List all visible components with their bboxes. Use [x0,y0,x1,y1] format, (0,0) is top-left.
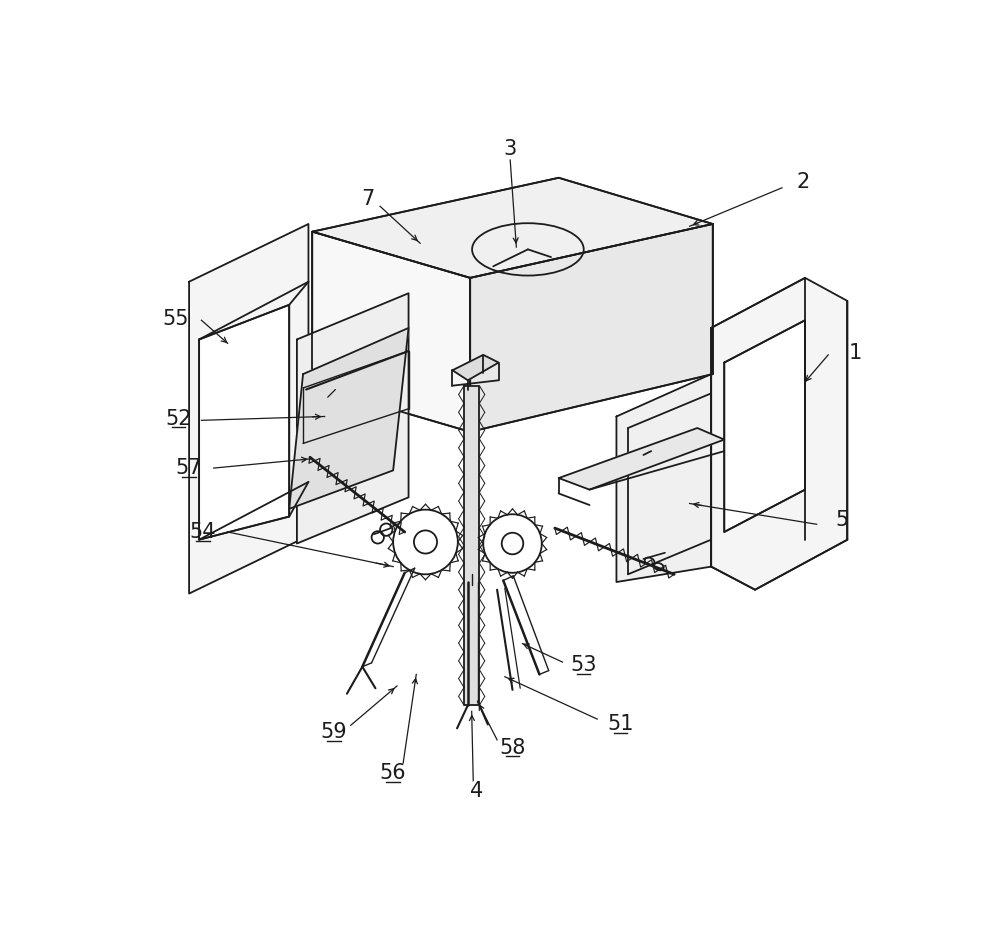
Polygon shape [297,293,409,544]
Polygon shape [312,178,713,278]
Polygon shape [452,355,499,380]
Text: 5: 5 [835,510,849,531]
Text: 53: 53 [570,655,597,675]
Text: 7: 7 [361,188,374,209]
Polygon shape [199,305,289,540]
Text: 55: 55 [163,309,189,329]
Text: 59: 59 [321,723,347,742]
Text: 57: 57 [176,458,202,478]
Text: 3: 3 [504,139,517,158]
Polygon shape [724,320,805,532]
Polygon shape [559,428,724,490]
Text: 1: 1 [849,343,862,362]
Text: 4: 4 [470,782,483,801]
Polygon shape [470,224,713,431]
Polygon shape [312,232,470,431]
Polygon shape [289,328,409,509]
Polygon shape [189,224,308,593]
Text: 58: 58 [499,738,526,757]
Text: 56: 56 [380,763,406,783]
Text: 52: 52 [165,409,192,429]
Text: 51: 51 [607,714,634,735]
Polygon shape [464,386,479,705]
Text: 2: 2 [797,171,810,192]
Polygon shape [711,278,847,590]
Polygon shape [616,374,711,582]
Text: 54: 54 [190,522,216,542]
